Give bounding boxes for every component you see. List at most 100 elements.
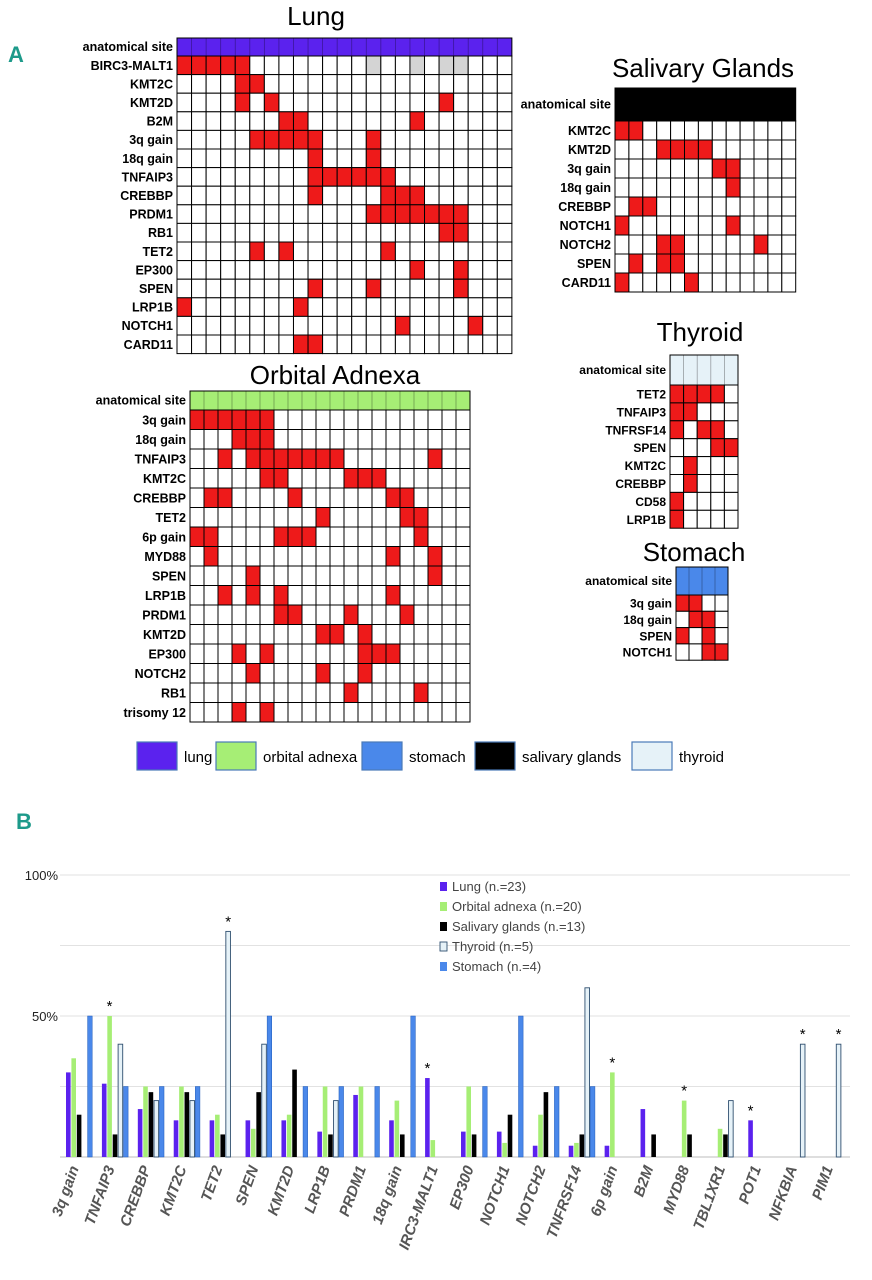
x-tick-label: EP300 — [446, 1163, 478, 1212]
heatmap-cell — [259, 604, 275, 625]
heatmap-cell — [307, 185, 324, 206]
heatmap-cell — [203, 448, 219, 469]
bar-prdm1-stomach — [374, 1086, 380, 1158]
heatmap-cell — [496, 278, 513, 299]
heatmap-cell — [292, 297, 309, 317]
heatmap-cell — [710, 384, 725, 404]
heatmap-cell — [231, 468, 247, 489]
heatmap-cell — [259, 429, 275, 450]
heatmap-cell — [315, 682, 331, 703]
heatmap-cell — [394, 55, 411, 76]
heatmap-cell — [351, 148, 367, 169]
heatmap-cell — [684, 120, 699, 141]
heatmap-cell — [322, 167, 338, 187]
gene-label: BIRC3-MALT1 — [91, 59, 173, 73]
gene-label: NOTCH1 — [560, 219, 611, 233]
heatmap-cell — [231, 507, 247, 528]
heatmap-cell — [453, 222, 469, 243]
heatmap-cell — [176, 222, 193, 243]
heatmap-cell — [273, 429, 289, 450]
heatmap-cell — [287, 546, 303, 567]
heatmap-cell — [427, 507, 443, 528]
heatmap-cell — [427, 663, 443, 684]
heatmap-cell — [696, 384, 712, 404]
heatmap-cell — [438, 55, 455, 76]
heatmap-cell — [438, 74, 455, 94]
heatmap-cell — [259, 702, 275, 723]
heatmap-cell — [191, 334, 207, 355]
heatmap-cell — [287, 409, 303, 430]
heatmap-cell — [399, 487, 415, 508]
bar-kmt2d-orbital — [286, 1114, 292, 1157]
bar-crebbp-stomach — [159, 1086, 165, 1158]
heatmap-cell — [385, 409, 401, 430]
heatmap-cell — [642, 139, 658, 160]
heatmap-cell — [385, 604, 401, 625]
gene-label: KMT2C — [568, 124, 611, 138]
heatmap-cell — [614, 196, 630, 217]
heatmap-cell — [424, 204, 440, 224]
heatmap-cell — [371, 585, 387, 606]
heatmap-cell — [427, 565, 443, 586]
heatmap-cell — [711, 177, 727, 198]
heatmap-cell — [399, 526, 415, 547]
heatmap-cell — [427, 702, 443, 723]
heatmap-cell — [205, 222, 222, 243]
heatmap-cell — [278, 148, 294, 169]
heatmap-cell — [203, 682, 219, 703]
heatmap-cell — [189, 429, 205, 450]
heatmap-cell — [273, 585, 289, 606]
heatmap-cell — [189, 565, 205, 586]
bar-tet2-thyroid — [225, 930, 231, 1158]
heatmap-cell — [259, 468, 275, 489]
heatmap-cell — [234, 74, 251, 94]
heatmap-cell — [343, 682, 359, 703]
heatmap-cell — [315, 487, 331, 508]
heatmap-cell — [496, 167, 513, 187]
heatmap-cell — [278, 129, 294, 150]
heatmap-cell — [231, 526, 247, 547]
heatmap-cell — [496, 315, 513, 336]
heatmap-cell — [343, 604, 359, 625]
heatmap-cell — [287, 526, 303, 547]
bar-3q-gain-orbital — [71, 1058, 76, 1157]
heatmap-cell — [669, 474, 685, 493]
bar-kmt2c-thyroid — [189, 1100, 195, 1158]
heatmap-cell — [371, 546, 387, 567]
heatmap-cell — [245, 487, 261, 508]
heatmap-cell — [675, 594, 690, 612]
gene-label: PRDM1 — [142, 608, 186, 622]
gene-label: NOTCH2 — [135, 667, 186, 681]
legend-item-orbital-adnexa: orbital adnexa — [215, 741, 358, 771]
legend-label: orbital adnexa — [263, 749, 358, 766]
heatmap-cell — [371, 643, 387, 664]
heatmap-cell — [371, 429, 387, 450]
heatmap-cell — [642, 158, 658, 179]
heatmap-cell — [365, 260, 382, 280]
heatmap-cell — [220, 297, 236, 317]
heatmap-cell — [245, 429, 261, 450]
bar-ep300-stomach — [482, 1086, 488, 1158]
heatmap-cell — [441, 585, 457, 606]
heatmap-cell — [482, 315, 498, 336]
heatmap-cell — [263, 204, 280, 224]
heatmap-cell — [455, 604, 471, 625]
heatmap-cell — [357, 448, 373, 469]
heatmap-cell — [322, 278, 338, 299]
heatmap-cell — [380, 222, 396, 243]
bar-legend-item-lung: Lung (n.=23) — [440, 879, 526, 894]
heatmap-cell — [287, 565, 303, 586]
heatmap-cell — [176, 260, 193, 280]
bar-legend-label: Salivary glands (n.=13) — [452, 919, 585, 934]
heatmap-cell — [482, 260, 498, 280]
heatmap-cell — [205, 129, 222, 150]
heatmap-cell — [670, 158, 685, 179]
bar-legend-swatch — [440, 962, 447, 971]
heatmap-cell — [322, 222, 338, 243]
anatomical-site-label: anatomical site — [96, 394, 186, 408]
bar-prdm1-orbital — [358, 1086, 364, 1157]
x-tick-label: PIM1 — [809, 1164, 837, 1203]
heatmap-cell — [701, 610, 716, 629]
heatmap-cell — [739, 234, 755, 255]
heatmap-cell — [220, 55, 236, 76]
